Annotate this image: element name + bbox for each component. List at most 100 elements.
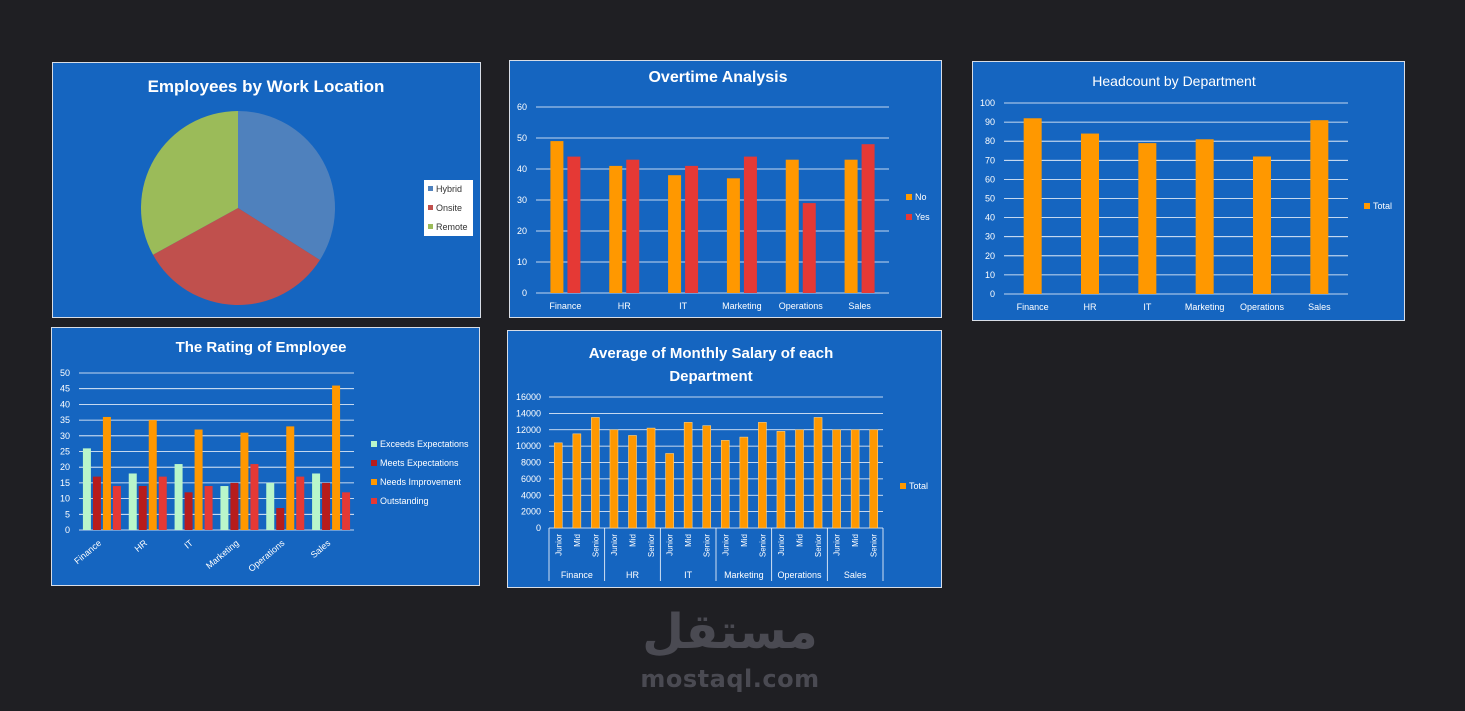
bar-outstanding-operations — [296, 476, 305, 530]
level-tick-label: Senior — [758, 534, 767, 557]
bar-meets-expectations-sales — [322, 482, 331, 530]
legend-swatch-remote — [428, 224, 433, 229]
chart-title-line: Department — [669, 368, 752, 385]
chart-title-line: Average of Monthly Salary of each — [589, 345, 834, 362]
y-tick-label: 0 — [522, 288, 527, 298]
watermark-logo: مستقل — [642, 604, 818, 660]
level-tick-label: Mid — [573, 534, 582, 547]
bar-marketing-mid — [739, 436, 749, 529]
headcount-chart-panel: Headcount by Department 0 10 20 30 40 50 60 70 80… — [972, 61, 1405, 321]
level-tick-label: Senior — [647, 534, 656, 557]
x-tick-label: Operations — [1240, 302, 1285, 312]
bar-outstanding-hr — [158, 476, 167, 530]
bar-finance-mid — [572, 433, 582, 529]
bar-total-marketing — [1195, 139, 1214, 294]
chart-title: Employees by Work Location — [148, 77, 385, 96]
bar-finance-junior — [553, 442, 563, 529]
y-tick-label: 6000 — [521, 474, 541, 484]
bar-it-mid — [683, 422, 693, 529]
y-tick-label: 0 — [65, 525, 70, 535]
y-tick-label: 16000 — [516, 392, 541, 402]
bar-yes-operations — [802, 203, 816, 293]
x-tick-label: Sales — [309, 538, 333, 560]
y-tick-label: 35 — [60, 415, 70, 425]
x-tick-label: Sales — [1308, 302, 1331, 312]
legend-label-onsite: Onsite — [436, 203, 462, 213]
pie-slice-remote — [141, 111, 238, 255]
legend-swatch-outstanding — [371, 498, 377, 504]
legend-swatch-hybrid — [428, 186, 433, 191]
y-tick-label: 30 — [985, 232, 995, 242]
x-tick-label: Sales — [848, 301, 871, 311]
level-tick-label: Mid — [740, 534, 749, 547]
level-tick-label: Mid — [851, 534, 860, 547]
bar-yes-hr — [626, 159, 640, 293]
x-tick-label: Marketing — [204, 538, 241, 571]
level-tick-label: Mid — [629, 534, 638, 547]
bar-meets-expectations-it — [184, 492, 193, 530]
bar-needs-improvement-hr — [148, 420, 157, 530]
y-tick-label: 2000 — [521, 507, 541, 517]
bar-outstanding-it — [204, 486, 213, 530]
x-tick-label: Marketing — [722, 301, 762, 311]
x-tick-label: Finance — [1017, 302, 1049, 312]
bar-operations-mid — [795, 429, 804, 529]
bar-no-it — [668, 175, 682, 293]
legend-swatch-meets-expectations — [371, 460, 377, 466]
chart-title: Overtime Analysis — [648, 69, 787, 86]
bar-meets-expectations-operations — [276, 508, 285, 530]
rating-chart-panel: The Rating of Employee 0 5 10 15 20 25 30 35 40 45… — [51, 327, 480, 586]
bar-it-junior — [665, 453, 674, 529]
group-tick-label: HR — [626, 570, 639, 580]
x-tick-label: IT — [679, 301, 688, 311]
bar-exceeds-expectations-marketing — [220, 486, 229, 530]
bar-no-operations — [785, 159, 799, 293]
group-tick-label: Sales — [844, 570, 867, 580]
level-tick-label: Mid — [796, 534, 805, 547]
bar-marketing-junior — [720, 440, 730, 529]
legend-label-total: Total — [909, 481, 928, 491]
bar-total-sales — [1310, 120, 1329, 294]
y-tick-label: 20 — [60, 462, 70, 472]
legend-label-no: No — [915, 192, 927, 202]
y-tick-label: 5 — [65, 509, 70, 519]
legend-label-hybrid: Hybrid — [436, 184, 462, 194]
bar-total-it — [1138, 143, 1157, 294]
level-tick-label: Junior — [833, 534, 842, 556]
watermark-text: mostaql.com — [640, 665, 820, 693]
bar-exceeds-expectations-it — [174, 464, 183, 530]
x-tick-label: Operations — [246, 538, 287, 574]
bar-operations-junior — [776, 431, 786, 529]
bar-it-senior — [702, 425, 712, 529]
y-tick-label: 14000 — [516, 408, 541, 418]
y-tick-label: 4000 — [521, 490, 541, 500]
y-tick-label: 30 — [517, 195, 527, 205]
y-tick-label: 20 — [985, 251, 995, 261]
salary-chart-panel: Average of Monthly Salary of each Departm… — [507, 330, 942, 588]
x-tick-label: Operations — [779, 301, 824, 311]
bar-outstanding-marketing — [250, 464, 259, 530]
group-tick-label: Operations — [777, 570, 822, 580]
y-tick-label: 80 — [985, 136, 995, 146]
y-tick-label: 40 — [985, 213, 995, 223]
pie-slice-hybrid — [238, 111, 335, 260]
chart-title: Headcount by Department — [1092, 73, 1256, 89]
bar-hr-junior — [609, 429, 619, 529]
y-tick-label: 8000 — [521, 458, 541, 468]
y-tick-label: 10 — [60, 494, 70, 504]
level-tick-label: Junior — [554, 534, 563, 556]
level-tick-label: Senior — [814, 534, 823, 557]
group-tick-label: Marketing — [724, 570, 764, 580]
bar-needs-improvement-finance — [102, 416, 111, 530]
x-tick-label: IT — [1143, 302, 1152, 312]
y-tick-label: 100 — [980, 98, 995, 108]
bar-finance-senior — [591, 417, 600, 529]
bar-sales-junior — [832, 429, 841, 529]
bar-no-hr — [609, 165, 623, 293]
x-tick-label: IT — [182, 538, 195, 551]
bar-yes-finance — [567, 156, 581, 293]
bar-yes-sales — [861, 144, 875, 293]
legend-label-needs-improvement: Needs Improvement — [380, 477, 462, 487]
legend-swatch-total — [1364, 203, 1370, 209]
bar-needs-improvement-marketing — [240, 432, 249, 530]
